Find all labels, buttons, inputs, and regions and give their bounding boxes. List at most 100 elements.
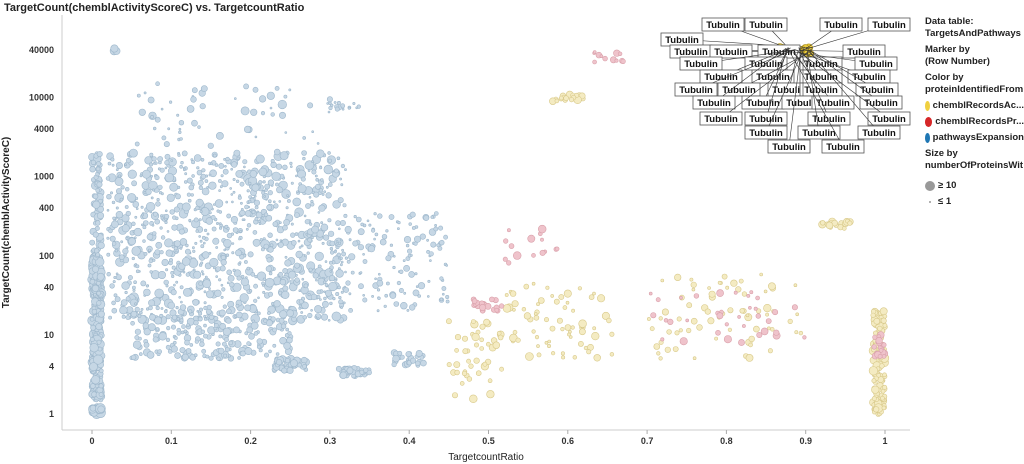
data-point	[253, 298, 258, 303]
data-point	[328, 260, 333, 265]
data-point	[544, 340, 549, 345]
data-point	[170, 159, 174, 162]
data-point	[741, 291, 748, 297]
legend-marker-by[interactable]: (Row Number)	[925, 56, 990, 67]
data-point	[121, 214, 130, 223]
x-tick-label: 1	[882, 436, 887, 446]
data-point	[332, 297, 336, 301]
label-box	[692, 95, 736, 110]
label-box	[819, 17, 863, 32]
data-point	[725, 285, 730, 290]
label-box	[717, 82, 761, 97]
data-point	[241, 218, 245, 221]
data-point	[256, 344, 262, 350]
data-point	[236, 156, 240, 160]
data-point	[664, 346, 671, 353]
data-point	[132, 340, 142, 349]
data-point	[185, 348, 192, 354]
data-point	[157, 349, 162, 354]
legend-item-chemblrecordspr[interactable]: chemblRecordsPr...	[925, 116, 1024, 128]
data-point	[392, 354, 400, 363]
data-point	[344, 270, 347, 274]
data-point	[388, 214, 395, 220]
data-point	[219, 265, 226, 272]
data-point	[198, 218, 202, 222]
legend-color-by-label: Color by	[925, 72, 964, 83]
data-point	[181, 257, 191, 266]
data-point	[257, 296, 260, 300]
data-point	[140, 307, 144, 311]
legend-data-table[interactable]: TargetsAndPathways	[925, 28, 1021, 39]
data-point	[568, 97, 574, 103]
data-point	[341, 107, 345, 111]
data-point	[89, 316, 95, 322]
data-point	[265, 319, 273, 327]
data-point	[300, 244, 304, 248]
data-point	[802, 335, 807, 340]
data-point	[335, 269, 344, 278]
data-point	[173, 336, 178, 340]
data-point	[767, 348, 773, 354]
data-point	[90, 324, 96, 331]
data-point	[439, 297, 444, 302]
data-point	[290, 359, 298, 368]
data-point	[323, 234, 330, 241]
data-point	[115, 162, 123, 170]
data-point	[165, 344, 171, 350]
data-point	[337, 241, 342, 245]
legend-item-chemblrecordsac[interactable]: chemblRecordsAc...	[925, 100, 1024, 112]
data-point	[121, 281, 130, 290]
data-point	[324, 289, 332, 297]
data-point	[263, 318, 268, 323]
data-point	[578, 340, 584, 347]
data-point	[239, 181, 245, 187]
data-point	[242, 159, 248, 165]
legend-color-by[interactable]: proteinIdentifiedFrom	[925, 84, 1024, 95]
data-point	[156, 198, 160, 202]
data-point	[373, 237, 376, 241]
data-point	[222, 225, 226, 229]
data-point	[294, 232, 299, 236]
data-point	[258, 180, 263, 185]
data-point	[219, 322, 226, 330]
data-point	[115, 274, 122, 281]
x-tick-label: 0.1	[165, 436, 178, 446]
point-label: Tubulin	[704, 72, 738, 83]
data-point	[164, 153, 171, 160]
data-point	[267, 291, 273, 297]
data-point	[215, 266, 221, 272]
data-point	[230, 216, 238, 224]
data-point	[601, 311, 610, 320]
data-point	[128, 148, 138, 158]
data-point	[344, 256, 349, 260]
data-point	[266, 204, 273, 211]
size-min-label: ≤ 1	[938, 196, 952, 207]
data-point	[231, 242, 235, 245]
data-point	[165, 284, 169, 288]
label-box	[767, 139, 811, 154]
data-point	[473, 357, 480, 364]
data-point	[314, 183, 321, 190]
data-point	[259, 95, 267, 103]
data-point	[178, 127, 182, 131]
legend-item-pathwaysexpansion[interactable]: pathwaysExpansion	[925, 132, 1024, 144]
scatter-plot[interactable]: 0 0.1 0.2 0.3 0.4 0.5 0.6 0.7 0.8 0.9 1 1 4 10 40 100 40…	[0, 0, 915, 464]
data-point	[200, 329, 206, 334]
point-label: Tubulin	[816, 98, 850, 109]
data-point	[90, 383, 96, 389]
callout-line	[806, 46, 820, 133]
data-point	[413, 241, 418, 246]
data-point	[339, 371, 347, 379]
data-point	[553, 298, 560, 305]
data-point	[300, 311, 304, 314]
data-point	[325, 192, 332, 199]
data-point	[189, 343, 194, 347]
legend-size-by-label: Size by	[925, 148, 958, 159]
data-point	[357, 244, 365, 251]
data-point	[392, 254, 396, 258]
data-point	[145, 188, 152, 196]
data-point	[649, 326, 655, 332]
legend-size-by[interactable]: numberOfProteinsWit	[925, 160, 1024, 171]
label-box	[811, 95, 855, 110]
data-point	[196, 166, 200, 170]
